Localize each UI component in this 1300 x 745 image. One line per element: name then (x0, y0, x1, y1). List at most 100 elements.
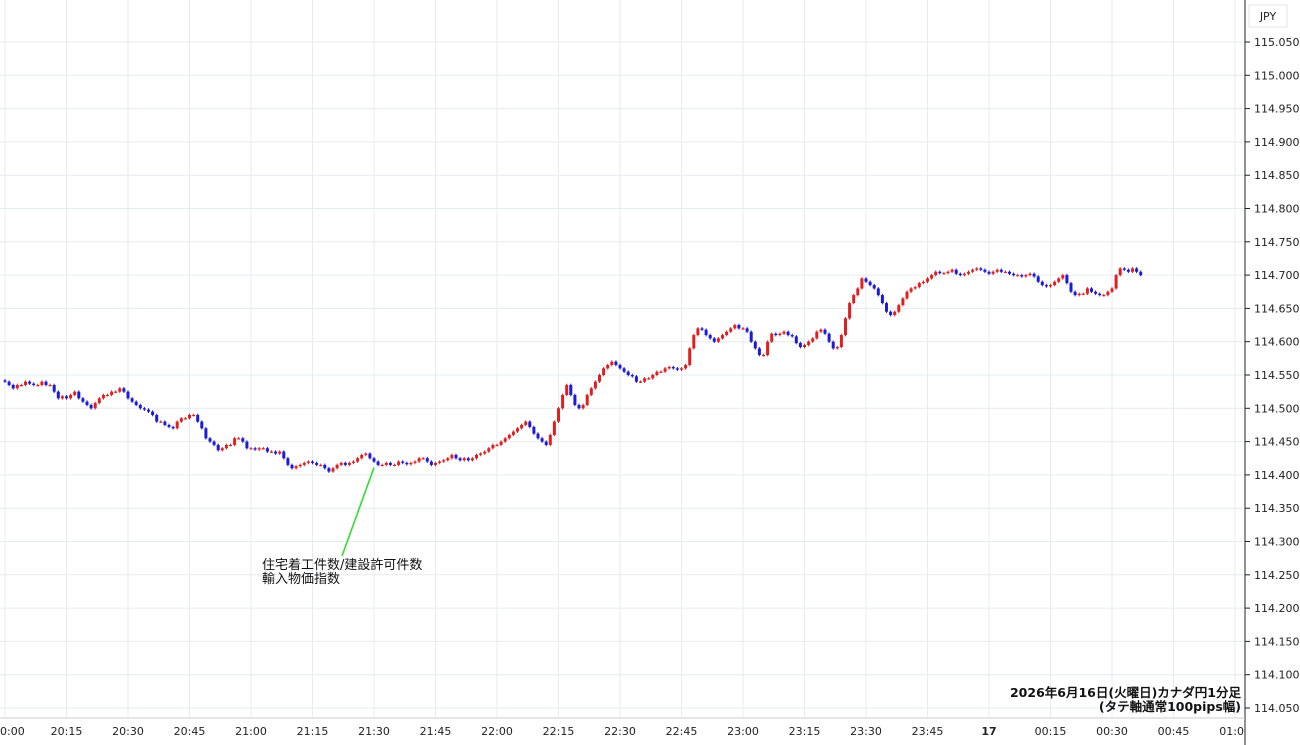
candle-body (749, 331, 753, 342)
candle-body (1085, 288, 1089, 294)
candle-body (782, 331, 786, 334)
price-tick-label: 114.750 (1254, 236, 1300, 249)
candle-body (934, 271, 938, 276)
candle-body (868, 281, 872, 286)
time-tick-label: 23:15 (789, 725, 821, 738)
candle-body (1040, 281, 1044, 286)
candle-body (938, 271, 942, 274)
candle-body (1028, 273, 1032, 276)
candle-body (725, 331, 729, 336)
candle-body (24, 381, 27, 385)
candle-body (593, 381, 597, 389)
candle-body (610, 361, 614, 366)
candle-body (11, 384, 15, 389)
candle-body (347, 462, 351, 465)
candle-body (667, 367, 671, 369)
candle-body (913, 287, 917, 289)
candle-body (1012, 273, 1016, 276)
candle-body (60, 396, 64, 399)
price-tick-label: 115.050 (1254, 36, 1300, 49)
candle-body (421, 458, 425, 460)
time-tick-label: 00:45 (1158, 725, 1190, 738)
candle-body (651, 375, 655, 379)
candle-body (101, 394, 105, 399)
candle-body (1114, 275, 1118, 289)
candle-body (561, 394, 565, 409)
candle-body (376, 461, 380, 465)
candle-body (794, 336, 798, 344)
candle-body (352, 461, 355, 463)
event-annotation: 住宅着工件数/建設許可件数 輸入物価指数 (262, 467, 422, 587)
candle-body (192, 414, 196, 417)
price-tick-label: 114.450 (1254, 436, 1300, 449)
price-tick-label: 114.050 (1254, 702, 1300, 715)
candle-body (1057, 278, 1061, 282)
candle-body (15, 384, 19, 389)
candle-body (48, 384, 52, 387)
candle-body (762, 355, 765, 357)
candle-body (388, 462, 392, 465)
candle-body (893, 311, 897, 316)
candle-body (618, 365, 622, 369)
candle-body (253, 448, 257, 450)
candle-body (138, 404, 142, 409)
candle-body (823, 329, 827, 334)
candle-body (339, 462, 343, 465)
candle-body (852, 295, 856, 304)
candle-body (647, 378, 651, 380)
time-tick-label: 00:30 (1096, 725, 1128, 738)
candle-body (462, 458, 466, 461)
price-tick-label: 114.650 (1254, 302, 1300, 315)
candle-body (126, 391, 130, 399)
candle-body (479, 453, 483, 455)
time-axis: 0:00 20:15 20:30 20:45 21:00 21:15 21:30 21:45 2… (0, 725, 1244, 738)
candle-body (372, 458, 376, 462)
candle-body (183, 418, 187, 420)
candle-body (598, 375, 601, 382)
candle-body (401, 461, 405, 463)
candle-body (700, 328, 704, 330)
candle-body (557, 408, 560, 422)
candle-body (220, 448, 224, 451)
price-axis: 115.050 115.000 114.950 114.900 114.850 114.8… (1245, 36, 1300, 715)
candle-body (1036, 276, 1040, 282)
candle-body (1024, 275, 1028, 277)
candle-body (856, 288, 860, 296)
candle-body (946, 271, 950, 274)
candle-body (876, 288, 880, 296)
candle-body (819, 329, 823, 332)
candle-body (85, 401, 89, 405)
candle-body (36, 384, 40, 387)
price-tick-label: 114.150 (1254, 635, 1300, 648)
candle-body (73, 391, 77, 395)
candle-body (315, 462, 319, 465)
candle-body (327, 468, 331, 472)
candle-body (552, 421, 556, 435)
candle-body (200, 421, 204, 429)
candle-body (815, 331, 819, 339)
candle-body (671, 367, 675, 369)
caption-line-1: 2026年6月16日(火曜日)カナダ円1分足 (1010, 685, 1242, 700)
candle-body (118, 388, 122, 392)
candle-body (995, 269, 999, 272)
candle-body (1069, 283, 1073, 292)
candle-body (737, 325, 741, 329)
candle-body (602, 368, 606, 375)
candle-body (950, 269, 954, 272)
candle-body (548, 434, 552, 445)
annotation-pointer-line (341, 467, 375, 557)
candle-body (634, 376, 638, 382)
chart-caption: 2026年6月16日(火曜日)カナダ円1分足 (タテ軸通常100pips幅) (1010, 685, 1242, 714)
candle-body (1118, 268, 1122, 276)
candle-body (434, 462, 437, 465)
candle-body (585, 394, 589, 405)
candle-body (729, 328, 733, 332)
time-tick-label: 21:45 (420, 725, 452, 738)
price-tick-label: 114.900 (1254, 136, 1300, 149)
candle-body (171, 426, 175, 429)
candle-body (680, 368, 683, 370)
candle-body (696, 328, 700, 336)
candle-body (438, 461, 442, 463)
candle-body (175, 421, 179, 429)
candle-body (880, 295, 884, 304)
